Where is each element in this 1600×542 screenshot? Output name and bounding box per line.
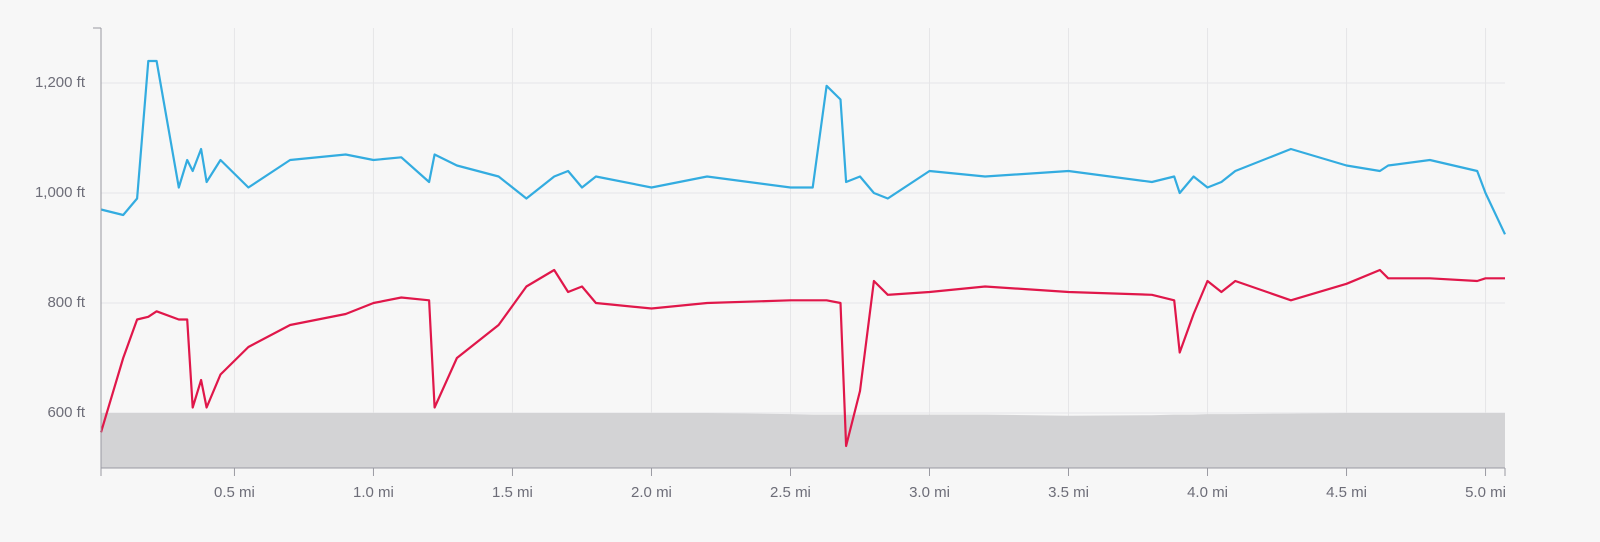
x-tick-label: 3.5 mi bbox=[1048, 484, 1089, 501]
data-line bbox=[100, 59, 1506, 235]
x-tick-label: 1.5 mi bbox=[492, 484, 533, 501]
x-tick-label: 0.5 mi bbox=[214, 484, 255, 501]
x-tick-label: 1.0 mi bbox=[353, 484, 394, 501]
y-tick-label: 800 ft bbox=[47, 294, 85, 311]
y-tick-label: 1,200 ft bbox=[35, 74, 86, 91]
x-tick-label: 3.0 mi bbox=[909, 484, 950, 501]
y-tick-label: 1,000 ft bbox=[35, 184, 86, 201]
elevation-area bbox=[101, 413, 1505, 468]
x-tick-label: 2.0 mi bbox=[631, 484, 672, 501]
x-tick-label: 4.0 mi bbox=[1187, 484, 1228, 501]
data-line bbox=[99, 268, 1505, 448]
x-tick-label: 5.0 mi bbox=[1465, 484, 1506, 501]
x-tick-label: 2.5 mi bbox=[770, 484, 811, 501]
y-tick-label: 600 ft bbox=[47, 404, 85, 421]
x-tick-label: 4.5 mi bbox=[1326, 484, 1367, 501]
